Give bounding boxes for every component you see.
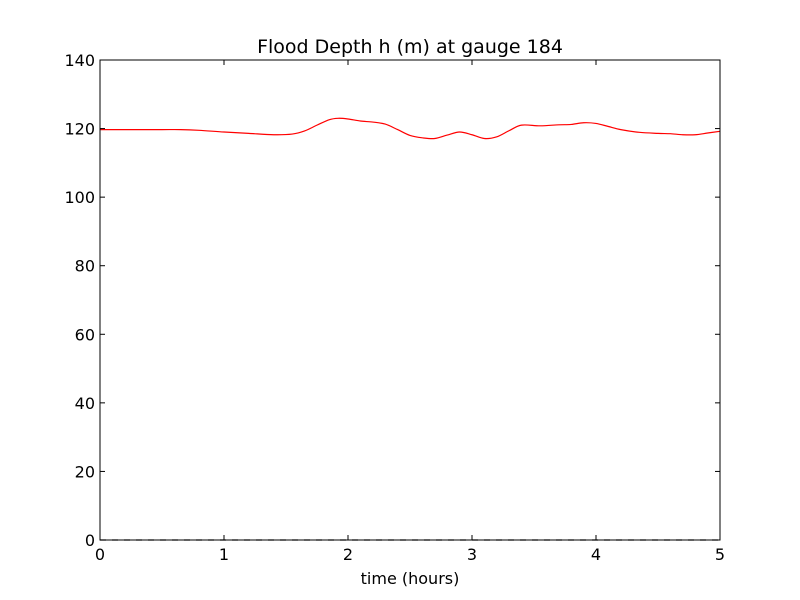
axes-layer: 0 1 2 3 4 5 0 20 40 60 80 100 120 140 [64, 51, 725, 564]
y-tick-label: 40 [75, 394, 95, 413]
x-tick-label: 5 [715, 545, 725, 564]
x-axis-label: time (hours) [361, 569, 460, 588]
x-tick-label: 0 [95, 545, 105, 564]
chart-title: Flood Depth h (m) at gauge 184 [257, 36, 563, 58]
x-tick-label: 2 [343, 545, 353, 564]
y-tick-label: 60 [75, 325, 95, 344]
x-tick-label: 1 [219, 545, 229, 564]
y-tick-label: 80 [75, 257, 95, 276]
y-tick-label: 20 [75, 462, 95, 481]
plot-frame [99, 59, 721, 541]
x-tick-label: 4 [591, 545, 601, 564]
y-tick-label: 140 [64, 51, 95, 70]
y-tick-label: 0 [85, 531, 95, 550]
flood-depth-series-line [100, 117, 721, 140]
x-tick-label: 3 [467, 545, 477, 564]
y-tick-label: 100 [64, 188, 95, 207]
y-tick-label: 120 [64, 120, 95, 139]
